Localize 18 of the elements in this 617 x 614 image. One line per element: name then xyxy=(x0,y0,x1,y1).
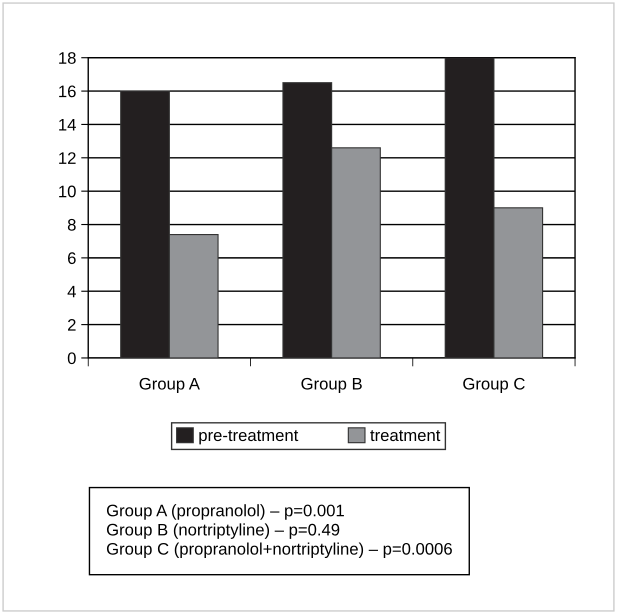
legend-label: treatment xyxy=(370,430,440,442)
x-tick-label: Group B xyxy=(301,378,362,393)
y-tick-label: 12 xyxy=(59,152,76,164)
text: Group C (propranolol+nortriptyline) – p=0.0006 xyxy=(106,542,452,558)
y-tick-label: 10 xyxy=(59,186,76,198)
y-tick-label: 18 xyxy=(59,52,76,64)
y-tick-label: 14 xyxy=(59,119,76,130)
text: Group A (propranolol) – p=0.001 xyxy=(106,504,344,520)
x-tick-label: Group C xyxy=(463,378,525,393)
text: Group B (nortriptyline) – p=0.49 xyxy=(106,523,340,539)
y-tick-label: 16 xyxy=(59,85,76,98)
y-tick-label: 6 xyxy=(68,252,76,264)
y-tick-label: 8 xyxy=(68,218,76,231)
y-tick-label: 2 xyxy=(68,319,76,331)
y-tick-label: 0 xyxy=(68,352,76,364)
y-tick-label: 4 xyxy=(68,286,76,298)
x-tick-label: Group A xyxy=(140,378,200,393)
legend-label: pre-treatment xyxy=(199,430,298,444)
